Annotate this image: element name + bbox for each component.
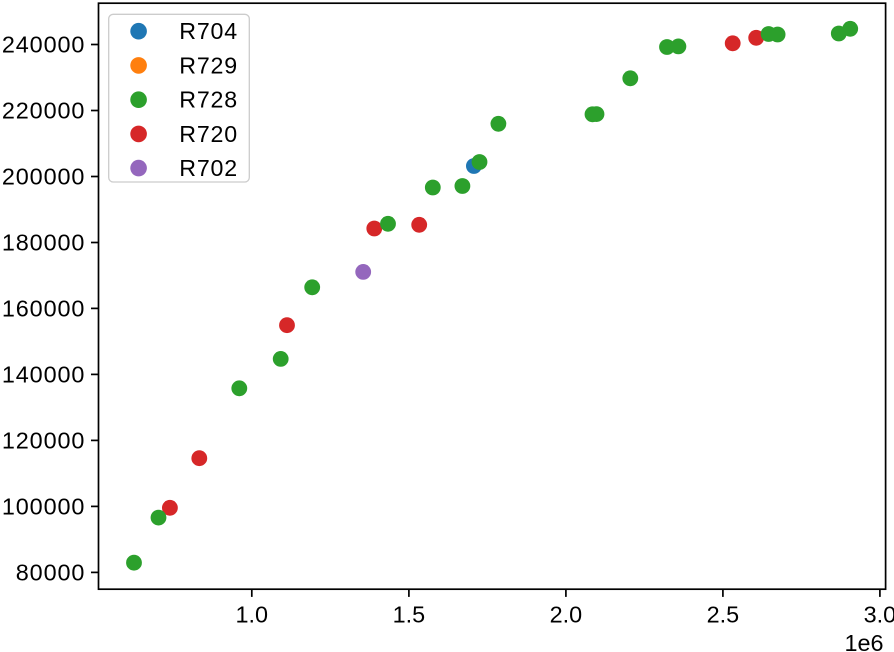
svg-text:220000: 220000 [2,98,85,124]
svg-text:200000: 200000 [2,164,85,190]
svg-text:80000: 80000 [16,559,86,585]
svg-text:R720: R720 [179,121,238,147]
svg-text:1.0: 1.0 [236,602,269,628]
svg-text:R702: R702 [179,155,238,181]
svg-text:R729: R729 [179,52,238,78]
svg-text:100000: 100000 [2,493,85,519]
svg-text:240000: 240000 [2,32,85,58]
svg-text:R704: R704 [179,18,238,44]
svg-text:120000: 120000 [2,427,85,453]
svg-text:160000: 160000 [2,295,85,321]
svg-text:3.0: 3.0 [864,602,894,628]
svg-text:2.5: 2.5 [707,602,740,628]
svg-text:180000: 180000 [2,230,85,256]
svg-text:1.5: 1.5 [393,602,426,628]
svg-text:1e6: 1e6 [844,630,883,652]
svg-text:R728: R728 [179,87,238,113]
svg-text:2.0: 2.0 [550,602,583,628]
svg-text:140000: 140000 [2,361,85,387]
